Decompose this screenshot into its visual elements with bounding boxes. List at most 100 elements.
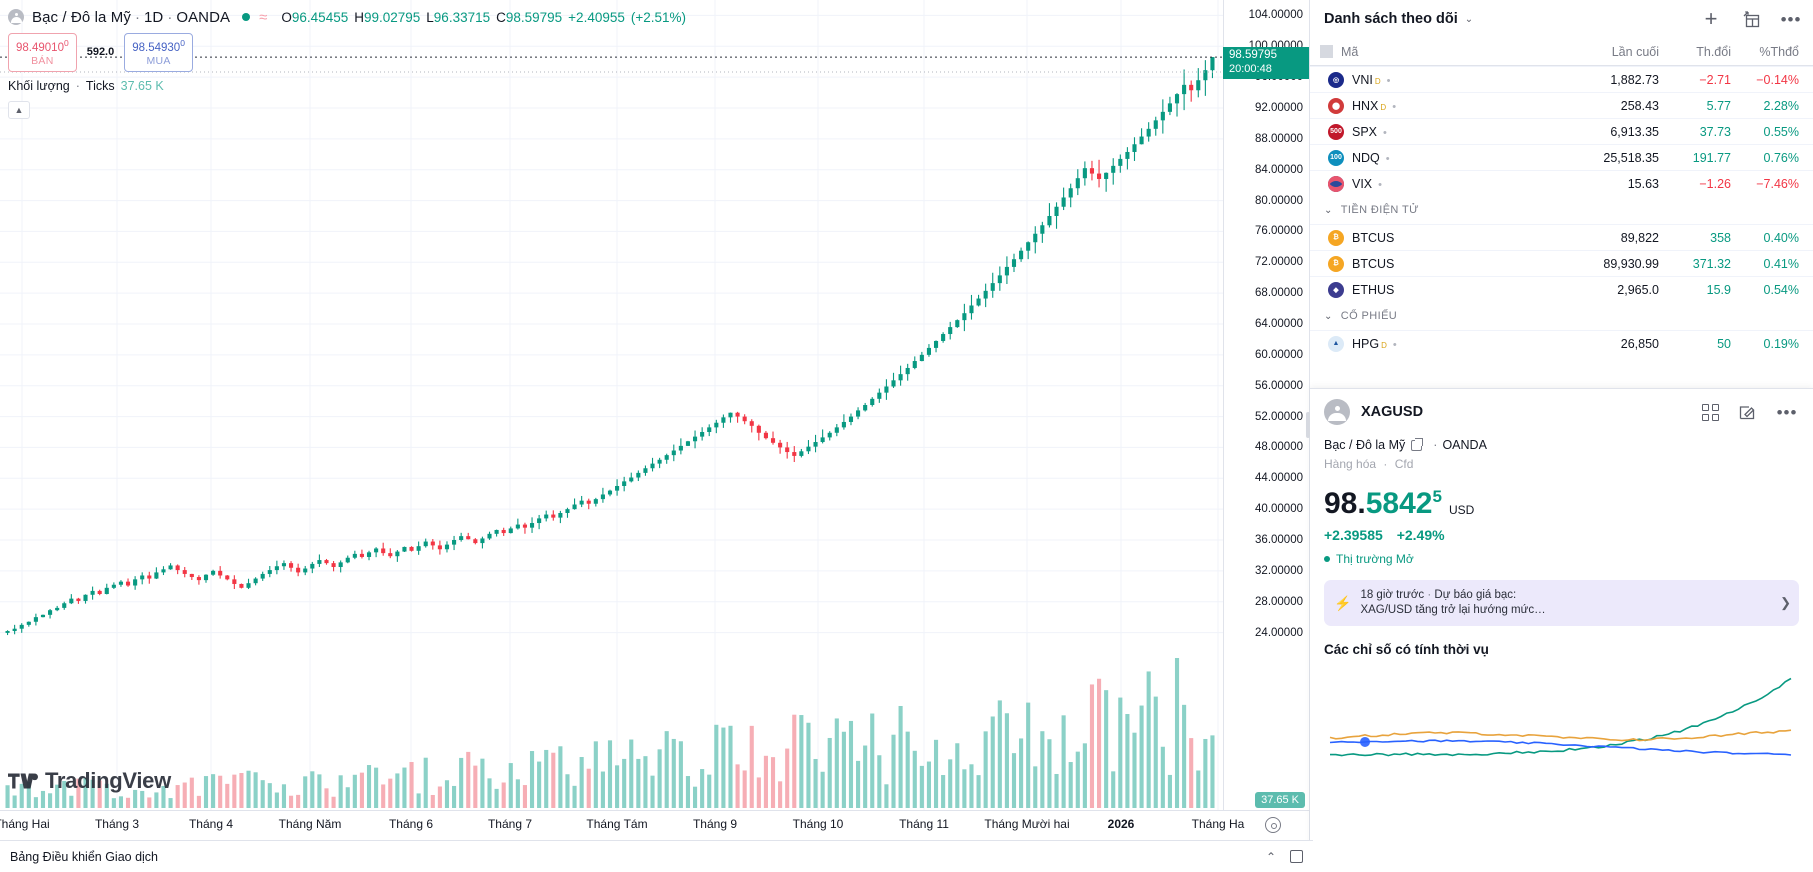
symbol-name: HPG	[1352, 336, 1380, 351]
chevron-down-icon[interactable]: ⌄	[1324, 310, 1333, 322]
gear-icon[interactable]	[1265, 817, 1281, 833]
right-sidebar: Danh sách theo dõi ⌄ + ••• Mã Lần cuối	[1310, 0, 1813, 872]
watchlist-body[interactable]: ◎ VNI D • 1,882.73 −2.71 −0.14% ⬤ HNX D • 258.43 5.7…	[1310, 66, 1813, 388]
buy-button[interactable]: 98.549300 MUA	[124, 33, 193, 72]
detail-symbol[interactable]: XAGUSD	[1361, 404, 1424, 420]
watchlist-row[interactable]: VIX • 15.63 −1.26 −7.46%	[1310, 170, 1813, 196]
chevron-down-icon[interactable]: ⌄	[1324, 204, 1333, 216]
column-drag-handle[interactable]	[1320, 45, 1333, 58]
watchlist-symbol[interactable]: HNX D •	[1352, 99, 1573, 113]
volume-badge[interactable]: 37.65 K	[1255, 792, 1305, 808]
symbol-name: VIX	[1352, 176, 1373, 191]
watchlist-symbol[interactable]: SPX •	[1352, 125, 1573, 139]
time-axis[interactable]: Tháng Hai Tháng 3 Tháng 4 Tháng Năm Tháng 6 T…	[0, 810, 1309, 840]
detail-exchange[interactable]: OANDA	[1442, 438, 1487, 452]
watchlist-symbol[interactable]: VNI D •	[1352, 73, 1573, 87]
market-status-dot-icon: •	[1378, 178, 1383, 191]
watchlist-row[interactable]: ⬤ HNX D • 258.43 5.77 2.28%	[1310, 92, 1813, 118]
price-tick: 56.00000	[1255, 379, 1303, 392]
sell-button[interactable]: 98.490100 BÁN	[8, 33, 77, 72]
time-tick: Tháng 10	[792, 817, 844, 831]
news-banner[interactable]: ⚡ 18 giờ trước · Dự báo giá bạc: XAG/USD…	[1324, 580, 1799, 626]
time-tick: Tháng Mười hai	[984, 817, 1070, 831]
price-tick: 104.00000	[1248, 9, 1303, 22]
watchlist-change: 358	[1710, 230, 1731, 245]
detail-category: Hàng hóa	[1324, 457, 1377, 471]
watchlist-change: 191.77	[1692, 150, 1731, 165]
watchlist-last-price: 258.43	[1620, 98, 1659, 113]
legend-exchange[interactable]: OANDA	[176, 8, 231, 26]
watchlist-row[interactable]: ◆ ETHUS 2,965.0 15.9 0.54%	[1310, 276, 1813, 302]
price-tick: 40.00000	[1255, 503, 1303, 516]
watchlist-row[interactable]: ₿ BTCUS 89,822 358 0.40%	[1310, 224, 1813, 250]
edit-pencil-icon[interactable]	[1735, 400, 1759, 424]
watchlist-symbol[interactable]: BTCUS	[1352, 257, 1573, 271]
time-tick: Tháng Năm	[278, 817, 342, 831]
spx-icon: 500	[1328, 123, 1344, 140]
watchlist-symbol[interactable]: NDQ •	[1352, 151, 1573, 165]
watchlist-last-price: 26,850	[1620, 336, 1659, 351]
watchlist-symbol[interactable]: ETHUS	[1352, 283, 1573, 297]
chevron-up-icon[interactable]: ⌃	[1265, 849, 1276, 864]
grid-view-icon[interactable]	[1702, 403, 1719, 421]
watchlist-title[interactable]: Danh sách theo dõi	[1324, 11, 1458, 27]
watchlist-row[interactable]: ◎ VNI D • 1,882.73 −2.71 −0.14%	[1310, 66, 1813, 92]
price-axis[interactable]: 104.00000100.0000096.0000092.0000088.000…	[1223, 0, 1309, 810]
watchlist-row[interactable]: 500 SPX • 6,913.35 37.73 0.55%	[1310, 118, 1813, 144]
approx-icon: ≈	[259, 8, 268, 26]
watchlist-symbol[interactable]: BTCUS	[1352, 231, 1573, 245]
column-change-pct[interactable]: %Thđổ	[1759, 44, 1799, 59]
plus-icon[interactable]: +	[1704, 6, 1718, 31]
seasonality-chart[interactable]	[1324, 663, 1799, 773]
chevron-right-icon[interactable]: ❯	[1780, 595, 1791, 610]
watchlist-symbol[interactable]: HPG D •	[1352, 337, 1573, 351]
legend-volume-row[interactable]: Khối lượng · Ticks 37.65 K	[8, 79, 686, 93]
price-tick: 92.00000	[1255, 102, 1303, 114]
legend-collapse-button[interactable]: ▲	[8, 100, 30, 119]
silver-logo-icon	[1324, 399, 1350, 425]
legend-ohlc: O96.45455 H99.02795 L96.33715 C98.59795 +2.4…	[281, 10, 686, 25]
price-tick: 60.00000	[1255, 348, 1303, 361]
watchlist-change-pct: −7.46%	[1756, 176, 1799, 191]
price-tick: 84.00000	[1255, 163, 1303, 176]
us-flag-icon	[1328, 175, 1344, 192]
more-horizontal-icon[interactable]: •••	[1780, 9, 1802, 29]
watchlist-row[interactable]: ₿ BTCUS 89,930.99 371.32 0.41%	[1310, 250, 1813, 276]
legend-symbol-row[interactable]: Bạc / Đô la Mỹ · 1D · OANDA ≈ O96.45455 H…	[8, 6, 686, 28]
column-last[interactable]: Lần cuối	[1611, 44, 1659, 59]
section-label: TIỀN ĐIỆN TỬ	[1340, 204, 1419, 216]
legend-symbol-title[interactable]: Bạc / Đô la Mỹ	[32, 8, 131, 26]
watchlist-section-header[interactable]: ⌄ TIỀN ĐIỆN TỬ	[1310, 196, 1813, 224]
column-symbol[interactable]: Mã	[1341, 44, 1359, 59]
watchlist-last-price: 89,930.99	[1603, 256, 1659, 271]
detail-change-row: +2.39585 +2.49%	[1324, 527, 1799, 543]
external-link-icon[interactable]	[1411, 437, 1424, 451]
more-horizontal-icon[interactable]: •••	[1776, 402, 1798, 422]
market-status-dot-icon: •	[1385, 152, 1390, 165]
watchlist-row[interactable]: 100 NDQ • 25,518.35 191.77 0.76%	[1310, 144, 1813, 170]
detail-change-pct: +2.49%	[1396, 527, 1445, 543]
column-change[interactable]: Th.đổi	[1696, 44, 1731, 59]
tradingview-watermark-text: TradingView	[45, 768, 171, 793]
chart-pane[interactable]: Bạc / Đô la Mỹ · 1D · OANDA ≈ O96.45455 H…	[0, 0, 1310, 872]
grid-expand-icon[interactable]	[1739, 7, 1763, 31]
current-price-badge[interactable]: 98.59795 20:00:48	[1223, 47, 1309, 80]
sidebar-resize-handle[interactable]	[1306, 412, 1310, 438]
legend-interval[interactable]: 1D	[143, 8, 164, 26]
symbol-detail-panel: XAGUSD ••• Bạc / Đô la Mỹ ·	[1310, 388, 1813, 872]
detail-description[interactable]: Bạc / Đô la Mỹ	[1324, 438, 1406, 452]
chart-plot-area[interactable]	[0, 0, 1223, 810]
trading-panel-label[interactable]: Bảng Điều khiển Giao dịch	[10, 849, 159, 864]
ohlc-change: +2.40955	[568, 9, 625, 25]
chevron-down-icon[interactable]: ⌄	[1464, 13, 1474, 25]
expand-icon[interactable]	[1290, 850, 1303, 863]
watchlist-actions: + •••	[1699, 7, 1803, 31]
watchlist-header: Danh sách theo dõi ⌄ + •••	[1310, 0, 1813, 38]
watchlist-row[interactable]: ▲ HPG D • 26,850 50 0.19%	[1310, 330, 1813, 356]
watchlist-section-header[interactable]: ⌄ CỔ PHIẾU	[1310, 302, 1813, 330]
time-tick: Tháng 4	[188, 817, 234, 831]
tradingview-watermark: TradingView	[8, 768, 171, 794]
hpg-icon: ▲	[1328, 335, 1344, 352]
watchlist-symbol[interactable]: VIX •	[1352, 177, 1573, 191]
delayed-data-flag: D	[1381, 340, 1387, 350]
